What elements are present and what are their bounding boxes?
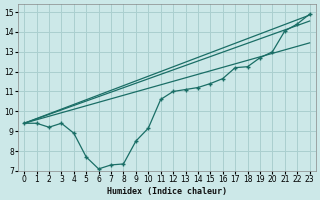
- X-axis label: Humidex (Indice chaleur): Humidex (Indice chaleur): [107, 187, 227, 196]
